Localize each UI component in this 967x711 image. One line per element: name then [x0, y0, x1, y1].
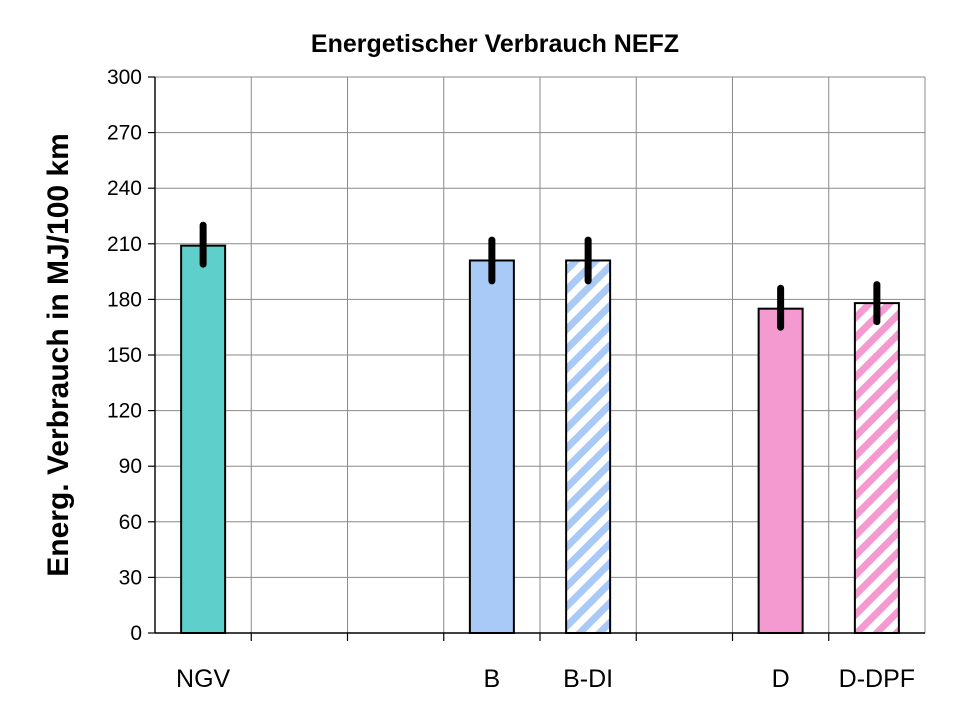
chart-title: Energetischer Verbrauch NEFZ — [311, 30, 679, 58]
y-tick-label: 30 — [119, 566, 142, 589]
bar-ngv — [180, 244, 227, 635]
bar-d — [757, 307, 804, 634]
x-tick-label: NGV — [176, 665, 231, 693]
x-tick-label: B-DI — [563, 665, 613, 693]
bar-d-dpf — [853, 302, 900, 634]
grid — [155, 76, 926, 633]
x-tick-label: D-DPF — [839, 665, 915, 693]
y-axis-label: Energ. Verbrauch in MJ/100 km — [42, 133, 75, 577]
y-tick-label: 120 — [107, 400, 142, 423]
y-tick-label: 0 — [130, 622, 142, 645]
y-tick-label: 270 — [107, 122, 142, 145]
y-tick-label: 90 — [119, 455, 142, 478]
y-tick-label: 60 — [119, 511, 142, 534]
x-tick-label: D — [772, 665, 790, 693]
x-tick-label: B — [484, 665, 501, 693]
axes — [148, 76, 925, 641]
bars — [180, 221, 900, 635]
y-tick-label: 300 — [107, 66, 142, 89]
labels: 0 30 60 90 120 150 180 210 240 270 300 NGV B B-DI D D-D… — [107, 66, 915, 693]
bar-b-di — [565, 259, 612, 634]
bar-b — [468, 259, 515, 634]
y-tick-label: 150 — [107, 344, 142, 367]
y-tick-label: 180 — [107, 288, 142, 311]
y-tick-label: 210 — [107, 233, 142, 256]
y-tick-label: 240 — [107, 177, 142, 200]
